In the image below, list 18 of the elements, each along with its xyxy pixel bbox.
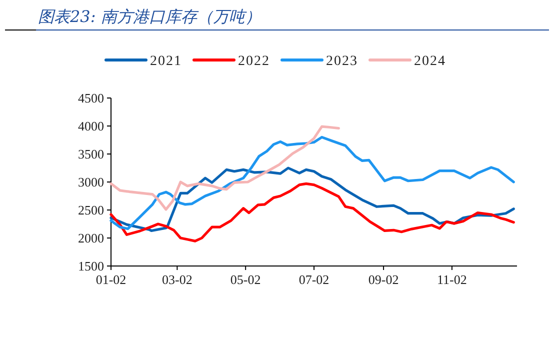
x-tick-label: 11-02 xyxy=(437,272,467,287)
y-tick-label: 4000 xyxy=(78,118,104,134)
legend-label: 2024 xyxy=(414,54,446,69)
y-tick-label: 2500 xyxy=(78,202,104,218)
x-tick-label: 01-02 xyxy=(96,272,126,287)
legend-label: 2023 xyxy=(326,54,358,69)
y-tick-label: 4500 xyxy=(78,90,104,106)
y-tick-label: 3500 xyxy=(78,146,104,162)
chart-title: 图表23: 南方港口库存（万吨） xyxy=(38,7,261,26)
y-tick-label: 3000 xyxy=(78,174,104,190)
legend-label: 2022 xyxy=(238,54,270,69)
x-tick-label: 03-02 xyxy=(162,272,192,287)
x-tick-label: 07-02 xyxy=(298,272,330,287)
x-tick-label: 05-02 xyxy=(230,272,261,287)
legend-label: 2021 xyxy=(150,54,182,69)
x-tick-label: 09-02 xyxy=(368,272,399,287)
y-tick-label: 1500 xyxy=(78,258,104,274)
y-tick-label: 2000 xyxy=(78,230,104,246)
